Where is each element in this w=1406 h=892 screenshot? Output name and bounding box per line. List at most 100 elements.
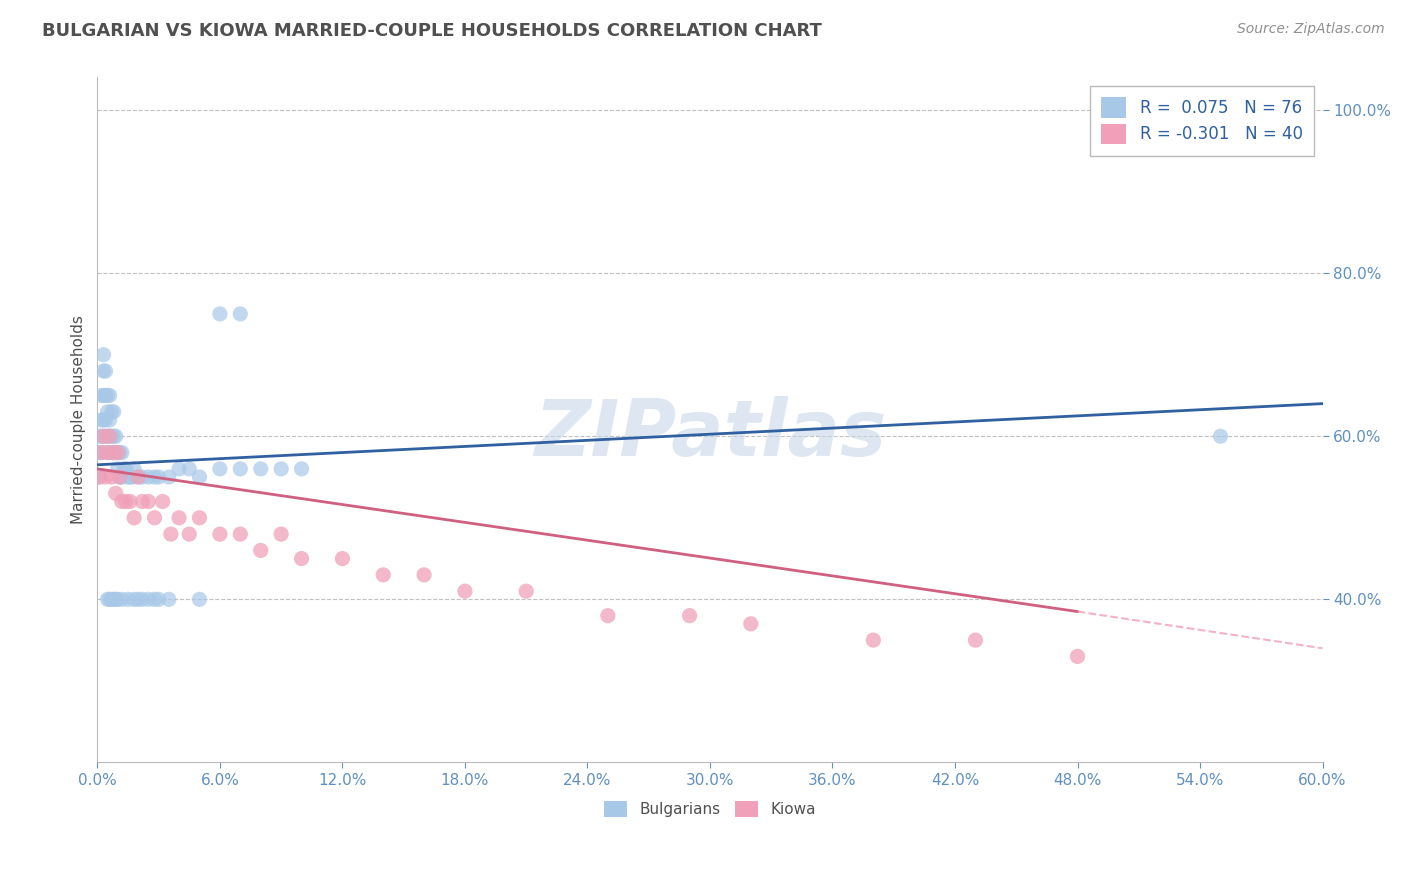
Point — [148, 470, 170, 484]
Point — [90, 445, 112, 459]
Point — [97, 592, 120, 607]
Point — [270, 462, 292, 476]
Point — [122, 592, 145, 607]
Point — [229, 307, 252, 321]
Point — [90, 429, 112, 443]
Point — [229, 462, 252, 476]
Point — [104, 486, 127, 500]
Point — [1209, 429, 1232, 443]
Point — [89, 470, 111, 484]
Point — [454, 584, 477, 599]
Point — [89, 445, 111, 459]
Point — [97, 445, 120, 459]
Point — [98, 429, 121, 443]
Point — [100, 592, 122, 607]
Point — [121, 470, 143, 484]
Point — [515, 584, 537, 599]
Point — [108, 470, 131, 484]
Point — [111, 445, 134, 459]
Point — [862, 633, 884, 648]
Point — [98, 445, 121, 459]
Point — [94, 470, 117, 484]
Point — [160, 527, 183, 541]
Point — [90, 413, 112, 427]
Point — [229, 527, 252, 541]
Point — [596, 608, 619, 623]
Point — [93, 348, 115, 362]
Point — [103, 405, 125, 419]
Point — [112, 462, 135, 476]
Point — [90, 445, 112, 459]
Point — [100, 405, 122, 419]
Text: ZIPatlas: ZIPatlas — [534, 396, 886, 472]
Point — [97, 405, 120, 419]
Point — [131, 494, 153, 508]
Point — [332, 551, 354, 566]
Point — [118, 470, 141, 484]
Point — [138, 470, 160, 484]
Point — [127, 470, 149, 484]
Point — [107, 462, 129, 476]
Point — [138, 592, 160, 607]
Point — [249, 462, 271, 476]
Point — [100, 445, 122, 459]
Point — [152, 494, 174, 508]
Point — [678, 608, 700, 623]
Point — [188, 510, 211, 524]
Legend: Bulgarians, Kiowa: Bulgarians, Kiowa — [598, 795, 823, 823]
Point — [108, 470, 131, 484]
Point — [93, 388, 115, 402]
Point — [290, 462, 312, 476]
Point — [179, 462, 201, 476]
Point — [97, 388, 120, 402]
Point — [413, 567, 436, 582]
Point — [157, 592, 180, 607]
Point — [143, 470, 166, 484]
Point — [93, 429, 115, 443]
Point — [100, 429, 122, 443]
Point — [127, 592, 149, 607]
Point — [127, 470, 149, 484]
Point — [965, 633, 987, 648]
Point — [97, 429, 120, 443]
Point — [740, 616, 762, 631]
Point — [111, 592, 134, 607]
Point — [103, 445, 125, 459]
Point — [143, 592, 166, 607]
Point — [107, 592, 129, 607]
Text: Source: ZipAtlas.com: Source: ZipAtlas.com — [1237, 22, 1385, 37]
Point — [111, 470, 134, 484]
Point — [249, 543, 271, 558]
Point — [103, 592, 125, 607]
Point — [98, 592, 121, 607]
Point — [118, 494, 141, 508]
Point — [208, 462, 231, 476]
Point — [117, 592, 139, 607]
Point — [167, 510, 190, 524]
Point — [89, 470, 111, 484]
Point — [103, 429, 125, 443]
Point — [270, 527, 292, 541]
Point — [104, 592, 127, 607]
Point — [138, 494, 160, 508]
Point — [100, 470, 122, 484]
Y-axis label: Married-couple Households: Married-couple Households — [72, 316, 86, 524]
Point — [148, 592, 170, 607]
Point — [108, 445, 131, 459]
Point — [94, 429, 117, 443]
Point — [179, 527, 201, 541]
Point — [208, 527, 231, 541]
Point — [104, 445, 127, 459]
Point — [143, 510, 166, 524]
Point — [98, 429, 121, 443]
Point — [97, 445, 120, 459]
Point — [94, 364, 117, 378]
Point — [208, 307, 231, 321]
Point — [290, 551, 312, 566]
Point — [117, 470, 139, 484]
Point — [122, 510, 145, 524]
Point — [131, 592, 153, 607]
Point — [157, 470, 180, 484]
Text: BULGARIAN VS KIOWA MARRIED-COUPLE HOUSEHOLDS CORRELATION CHART: BULGARIAN VS KIOWA MARRIED-COUPLE HOUSEH… — [42, 22, 823, 40]
Point — [94, 413, 117, 427]
